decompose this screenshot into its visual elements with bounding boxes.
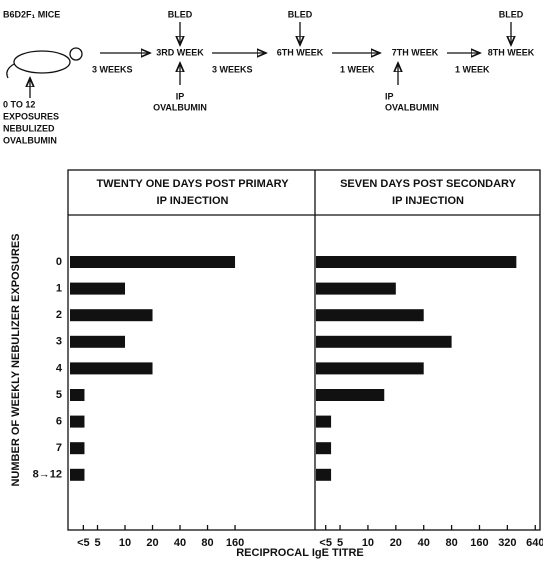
- bar: [70, 283, 125, 295]
- bled: BLED: [288, 9, 313, 19]
- mouse-tail: [7, 64, 14, 78]
- category-label: 1: [56, 283, 62, 295]
- x-tick-label: 10: [119, 537, 131, 549]
- exposure: NEBULIZED: [3, 123, 55, 133]
- bar: [316, 309, 424, 321]
- bar: [70, 362, 153, 374]
- bar: [316, 256, 516, 268]
- x-axis-label: RECIPROCAL IgE TITRE: [236, 547, 364, 559]
- bled: BLED: [499, 9, 524, 19]
- category-label: 7: [56, 442, 62, 454]
- interval: 1 WEEK: [340, 64, 375, 74]
- x-tick-label: 40: [418, 537, 430, 549]
- x-tick-label: 5: [94, 537, 100, 549]
- injection: IP: [176, 91, 185, 101]
- strain: B6D2F₁ MICE: [3, 9, 60, 19]
- injection: OVALBUMIN: [153, 102, 207, 112]
- week: 3RD WEEK: [156, 47, 204, 57]
- panel-title: IP INJECTION: [392, 195, 464, 207]
- exposure: 0 TO 12: [3, 99, 35, 109]
- bar: [70, 416, 84, 428]
- bar: [70, 389, 84, 401]
- bar: [70, 256, 235, 268]
- bar: [70, 469, 84, 481]
- category-label: 0: [56, 256, 62, 268]
- x-tick-label: 80: [201, 537, 213, 549]
- page: B6D2F₁ MICE 0 TO 12 EXPOSURES NEBULIZED …: [0, 0, 543, 562]
- category-label: 8→12: [33, 469, 62, 481]
- figure: B6D2F₁ MICE 0 TO 12 EXPOSURES NEBULIZED …: [0, 0, 543, 562]
- mouse-icon: [14, 51, 70, 73]
- bar: [316, 469, 331, 481]
- bar: [316, 362, 424, 374]
- week: 7TH WEEK: [392, 47, 439, 57]
- x-tick-label: 160: [226, 537, 244, 549]
- chart-frame: [68, 170, 540, 530]
- x-tick-label: 10: [362, 537, 374, 549]
- timeline: B6D2F₁ MICE 0 TO 12 EXPOSURES NEBULIZED …: [3, 9, 535, 145]
- category-label: 4: [56, 362, 63, 374]
- y-axis-label: NUMBER OF WEEKLY NEBULIZER EXPOSURES: [10, 233, 22, 486]
- bar: [316, 442, 331, 454]
- bled: BLED: [168, 9, 193, 19]
- bar: [316, 336, 452, 348]
- x-tick-label: 40: [174, 537, 186, 549]
- injection: IP: [385, 91, 394, 101]
- category-label: 6: [56, 416, 62, 428]
- mouse-head: [70, 48, 82, 60]
- interval: 3 WEEKS: [92, 64, 133, 74]
- x-tick-label: 320: [498, 537, 516, 549]
- category-label: 2: [56, 309, 62, 321]
- panel-title: TWENTY ONE DAYS POST PRIMARY: [96, 178, 289, 190]
- bar: [70, 442, 84, 454]
- panel-title: SEVEN DAYS POST SECONDARY: [340, 178, 517, 190]
- bar: [316, 389, 384, 401]
- x-tick-label: 80: [445, 537, 457, 549]
- panel-title: IP INJECTION: [157, 195, 229, 207]
- x-tick-label: <5: [319, 537, 332, 549]
- x-tick-label: 20: [390, 537, 402, 549]
- x-tick-label: 160: [470, 537, 488, 549]
- interval: 3 WEEKS: [212, 64, 253, 74]
- bar: [70, 309, 153, 321]
- bar: [316, 283, 396, 295]
- week: 8TH WEEK: [488, 47, 535, 57]
- injection: OVALBUMIN: [385, 102, 439, 112]
- exposure: OVALBUMIN: [3, 135, 57, 145]
- category-label: 5: [56, 389, 62, 401]
- week: 6TH WEEK: [277, 47, 324, 57]
- x-tick-label: 20: [146, 537, 158, 549]
- x-tick-label: 5: [337, 537, 343, 549]
- bar: [316, 416, 331, 428]
- x-tick-label: <5: [77, 537, 90, 549]
- x-tick-label: 640: [526, 537, 543, 549]
- exposure: EXPOSURES: [3, 111, 59, 121]
- category-label: 3: [56, 336, 62, 348]
- interval: 1 WEEK: [455, 64, 490, 74]
- bar: [70, 336, 125, 348]
